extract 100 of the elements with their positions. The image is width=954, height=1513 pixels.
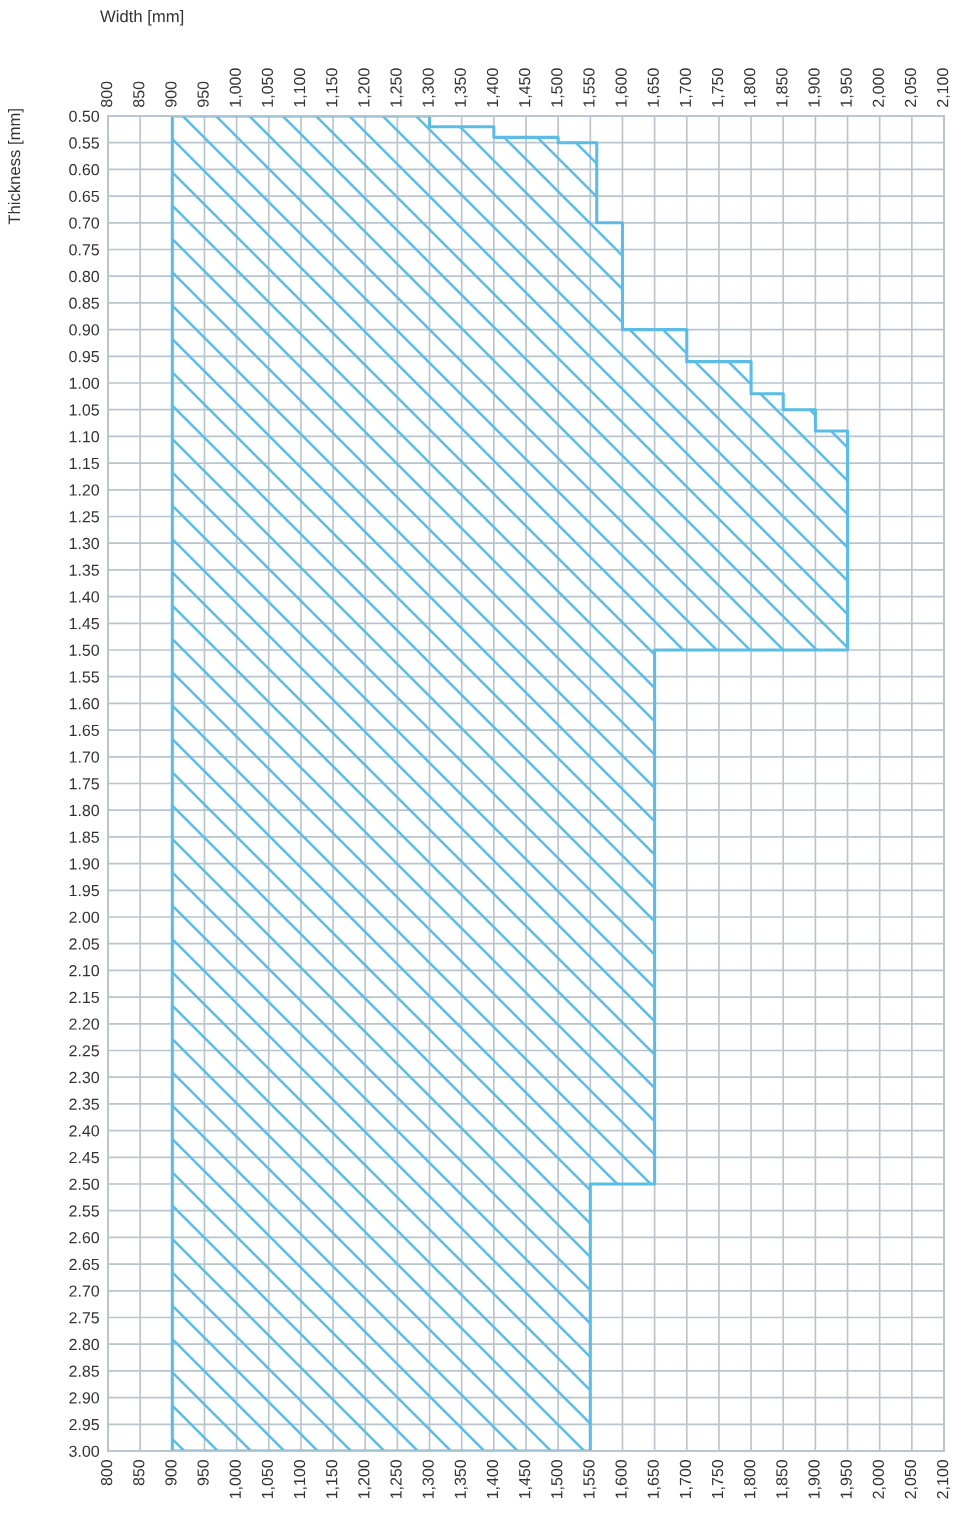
x-tick-label: 2,050	[904, 1459, 919, 1499]
x2-tick-label: 1,350	[454, 68, 468, 107]
y-tick-label: 1.95	[69, 884, 99, 897]
x-tick-label: 900	[165, 1459, 177, 1486]
y-tick-label: 2.30	[69, 1071, 100, 1084]
y-tick-label: 2.05	[69, 938, 99, 950]
x2-tick-label: 900	[165, 81, 177, 107]
y-tick-label: 1.75	[69, 778, 99, 790]
x-tick-label: 1,450	[518, 1459, 533, 1499]
y-tick-label: 2.85	[69, 1365, 99, 1377]
y-tick-label: 1.55	[69, 671, 99, 683]
y-tick-label: 2.15	[69, 991, 99, 1004]
y-tick-label: 2.10	[69, 965, 100, 977]
x2-tick-label: 1,550	[583, 68, 597, 107]
x2-tick-label: 1,950	[840, 68, 854, 107]
y-tick-label: 1.70	[69, 751, 100, 763]
x2-tick-label: 1,100	[293, 68, 308, 107]
x-tick-label: 1,600	[615, 1459, 629, 1499]
x-tick-label: 950	[197, 1459, 209, 1486]
y-tick-label: 0.60	[69, 164, 100, 176]
y-tick-label: 1.35	[69, 564, 99, 576]
x-axis-title: Width [mm]	[100, 10, 184, 26]
x-tick-label: 1,100	[293, 1459, 308, 1499]
x-tick-label: 1,900	[808, 1459, 822, 1499]
x2-tick-label: 1,200	[358, 68, 372, 107]
x2-tick-label: 2,100	[936, 68, 951, 107]
y-tick-label: 2.60	[69, 1232, 100, 1244]
y-tick-label: 0.95	[69, 350, 99, 363]
x2-tick-label: 1,400	[486, 68, 501, 107]
x-tick-label: 1,300	[422, 1459, 436, 1499]
x2-tick-label: 1,700	[679, 68, 693, 107]
x2-tick-label: 1,050	[261, 68, 275, 107]
x2-tick-label: 2,000	[872, 68, 886, 107]
y-tick-label: 2.90	[69, 1392, 100, 1404]
x-tick-label: 1,850	[776, 1459, 790, 1499]
y-tick-label: 1.15	[69, 457, 99, 470]
y-tick-label: 1.00	[69, 377, 100, 389]
x-tick-label: 1,000	[229, 1459, 243, 1499]
x2-tick-label: 1,800	[744, 68, 758, 107]
x-tick-label: 850	[133, 1459, 145, 1486]
x-tick-label: 1,050	[261, 1459, 275, 1499]
y-tick-label: 0.50	[69, 110, 100, 122]
x-tick-label: 1,800	[744, 1459, 758, 1499]
x2-tick-label: 1,900	[808, 68, 822, 107]
y-tick-label: 0.70	[69, 217, 100, 229]
y-tick-label: 2.20	[69, 1018, 100, 1030]
y-tick-label: 1.05	[69, 404, 99, 416]
x2-tick-label: 950	[197, 81, 209, 107]
y-tick-label: 2.45	[69, 1151, 99, 1164]
y-tick-label: 1.85	[69, 831, 99, 843]
y-tick-label: 0.85	[69, 297, 99, 309]
y-tick-label: 1.65	[69, 724, 99, 737]
x-tick-label: 2,100	[936, 1459, 951, 1499]
y-tick-label: 0.75	[69, 244, 99, 256]
y-tick-label: 0.90	[69, 324, 100, 336]
y-tick-label: 1.20	[69, 484, 100, 496]
x2-tick-label: 1,850	[776, 68, 790, 107]
x2-tick-label: 2,050	[904, 68, 919, 107]
y-tick-label: 1.45	[69, 618, 99, 630]
y-tick-label: 0.65	[69, 190, 99, 203]
y-tick-label: 0.80	[69, 270, 100, 283]
y-tick-label: 2.35	[69, 1098, 99, 1110]
x-tick-label: 1,350	[454, 1459, 468, 1499]
y-tick-label: 1.90	[69, 858, 100, 870]
x-tick-label: 1,750	[711, 1459, 726, 1499]
x2-tick-label: 1,600	[615, 68, 629, 107]
y-tick-label: 0.55	[69, 137, 99, 149]
x2-tick-label: 1,750	[711, 68, 726, 107]
x-tick-label: 1,250	[390, 1459, 404, 1499]
y-tick-label: 1.30	[69, 537, 100, 550]
x2-tick-label: 1,150	[326, 68, 340, 107]
x-tick-label: 1,700	[679, 1459, 693, 1499]
x-tick-label: 1,550	[583, 1459, 597, 1499]
y-axis-title: Thickness [mm]	[8, 109, 24, 225]
y-tick-label: 1.60	[69, 698, 100, 710]
x-tick-label: 1,650	[647, 1459, 661, 1499]
x2-tick-label: 800	[100, 81, 113, 107]
x2-tick-label: 1,300	[422, 68, 436, 107]
y-tick-label: 2.55	[69, 1205, 99, 1217]
x-tick-label: 2,000	[872, 1459, 886, 1499]
x-tick-label: 1,500	[551, 1459, 565, 1499]
y-tick-label: 1.25	[69, 511, 99, 523]
x2-tick-label: 1,500	[551, 68, 565, 107]
y-tick-label: 2.50	[69, 1178, 100, 1190]
y-tick-label: 2.40	[69, 1125, 100, 1137]
y-tick-label: 2.75	[69, 1312, 99, 1324]
y-tick-label: 3.00	[69, 1445, 100, 1457]
x2-tick-label: 1,450	[518, 68, 533, 107]
x2-tick-label: 850	[133, 81, 145, 107]
y-tick-label: 1.40	[69, 591, 100, 603]
y-tick-label: 2.80	[69, 1338, 100, 1351]
y-tick-label: 2.95	[69, 1418, 99, 1431]
y-tick-label: 2.00	[69, 911, 100, 923]
x-tick-label: 1,200	[358, 1459, 372, 1499]
y-tick-label: 2.25	[69, 1045, 99, 1057]
x2-tick-label: 1,650	[647, 68, 661, 107]
y-tick-label: 2.70	[69, 1285, 100, 1297]
x2-tick-label: 1,000	[229, 68, 243, 107]
y-tick-label: 2.65	[69, 1258, 99, 1271]
x-tick-label: 1,150	[326, 1459, 340, 1499]
